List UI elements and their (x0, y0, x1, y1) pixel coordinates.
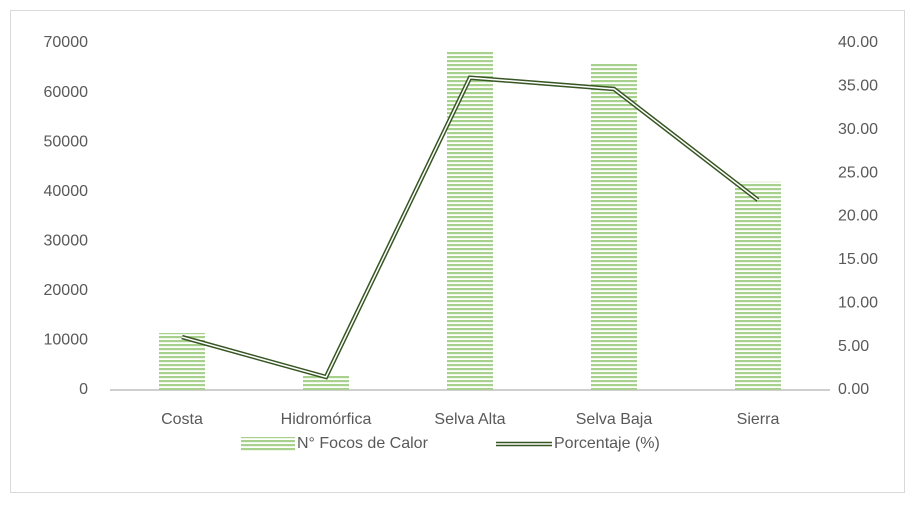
y2-tick-label: 15.00 (838, 251, 878, 268)
y2-tick-label: 40.00 (838, 34, 878, 51)
x-tick-label: Hidromórfica (281, 411, 372, 428)
y2-tick-label: 35.00 (838, 78, 878, 95)
x-tick-label: Selva Alta (434, 411, 505, 428)
y-tick-label: 60000 (44, 84, 89, 101)
y-tick-label: 10000 (44, 332, 89, 349)
bar (303, 375, 349, 390)
legend-swatch (241, 437, 295, 451)
y-tick-label: 50000 (44, 133, 89, 150)
y-tick-label: 0 (79, 381, 88, 398)
x-tick-label: Selva Baja (576, 411, 653, 428)
y2-tick-label: 0.00 (838, 381, 869, 398)
y-tick-label: 20000 (44, 282, 89, 299)
bar (735, 181, 781, 390)
legend-label: Porcentaje (%) (554, 435, 660, 452)
y2-tick-label: 20.00 (838, 208, 878, 225)
y2-tick-label: 10.00 (838, 294, 878, 311)
y-tick-label: 30000 (44, 233, 89, 250)
y2-tick-label: 30.00 (838, 121, 878, 138)
x-tick-label: Sierra (737, 411, 780, 428)
y-tick-label: 70000 (44, 34, 89, 51)
legend-label: N° Focos de Calor (297, 435, 429, 452)
bar (447, 50, 493, 390)
x-tick-label: Costa (161, 411, 203, 428)
y2-tick-label: 5.00 (838, 338, 869, 355)
y-tick-label: 40000 (44, 183, 89, 200)
bar (591, 62, 637, 390)
line-series-inner (181, 76, 759, 378)
y2-tick-label: 25.00 (838, 164, 878, 181)
